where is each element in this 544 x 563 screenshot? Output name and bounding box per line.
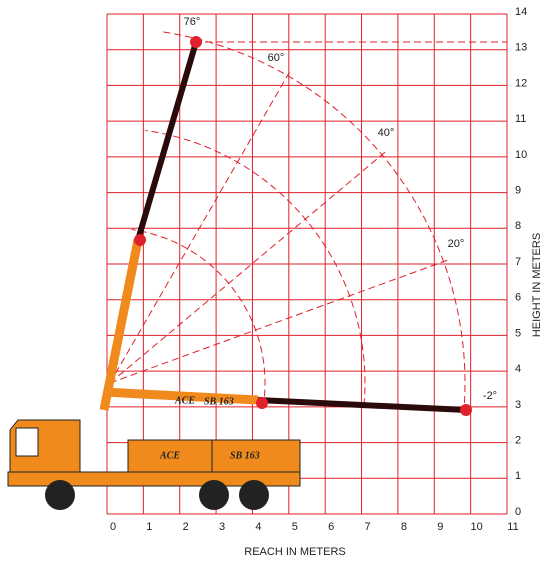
x-tick-label: 8	[401, 521, 407, 533]
boom-head	[460, 404, 472, 416]
reach-arc	[145, 130, 365, 405]
reach-arcs: 76° 60° 40° 20° -2°	[110, 16, 507, 414]
x-tick-label: 2	[183, 521, 189, 533]
angle-label: 40°	[378, 127, 395, 139]
x-tick-label: 3	[219, 521, 225, 533]
y-tick-label: 2	[515, 434, 521, 446]
body-label: ACE	[159, 450, 180, 461]
crane: ACE SB 163	[104, 36, 472, 416]
x-tick-label: 9	[437, 521, 443, 533]
x-tick-label: 7	[364, 521, 370, 533]
x-tick-label: 4	[255, 521, 261, 533]
y-tick-label: 8	[515, 220, 521, 232]
angle-line	[110, 71, 290, 383]
y-axis-title: HEIGHT IN METERS	[531, 233, 543, 337]
cab-window	[16, 428, 38, 456]
y-tick-label: 10	[515, 149, 527, 161]
x-tick-label: 1	[146, 521, 152, 533]
angle-label: -2°	[483, 390, 497, 402]
x-tick-label: 5	[292, 521, 298, 533]
y-tick-label: 0	[515, 506, 521, 518]
boom-raised	[138, 42, 196, 240]
x-tick-label: 11	[507, 521, 518, 533]
y-tick-label: 4	[515, 363, 521, 375]
boom-head	[256, 397, 268, 409]
wheel	[45, 480, 75, 510]
y-tick-label: 11	[515, 113, 526, 125]
y-tick-label: 1	[515, 470, 521, 482]
boom-head	[190, 36, 202, 48]
angle-label: 60°	[268, 52, 285, 64]
boom-base	[104, 240, 138, 410]
truck-body	[128, 440, 300, 472]
reach-arc	[159, 31, 465, 413]
page: 0123456789101101234567891011121314 76°60…	[0, 0, 544, 563]
x-tick-label: 10	[471, 521, 483, 533]
y-tick-label: 5	[515, 327, 521, 339]
y-tick-label: 13	[515, 42, 527, 54]
x-tick-label: 0	[110, 521, 116, 533]
body-label: SB 163	[230, 450, 260, 461]
y-tick-label: 3	[515, 399, 521, 411]
wheel	[199, 480, 229, 510]
y-tick-label: 6	[515, 292, 521, 304]
boom-label: SB 163	[204, 396, 234, 407]
truck: ACE SB 163	[8, 420, 300, 510]
y-tick-label: 14	[515, 6, 527, 18]
wheel	[239, 480, 269, 510]
boom-label: ACE	[174, 395, 195, 406]
y-tick-label: 12	[515, 77, 527, 89]
x-tick-label: 6	[328, 521, 334, 533]
x-axis-title: REACH IN METERS	[244, 546, 345, 558]
boom-head	[134, 234, 146, 246]
angle-label: 20°	[448, 238, 465, 250]
angle-label: 76°	[184, 16, 201, 28]
y-tick-label: 9	[515, 184, 521, 196]
chart: 0123456789101101234567891011121314 76°60…	[0, 0, 544, 563]
y-tick-label: 7	[515, 256, 521, 268]
